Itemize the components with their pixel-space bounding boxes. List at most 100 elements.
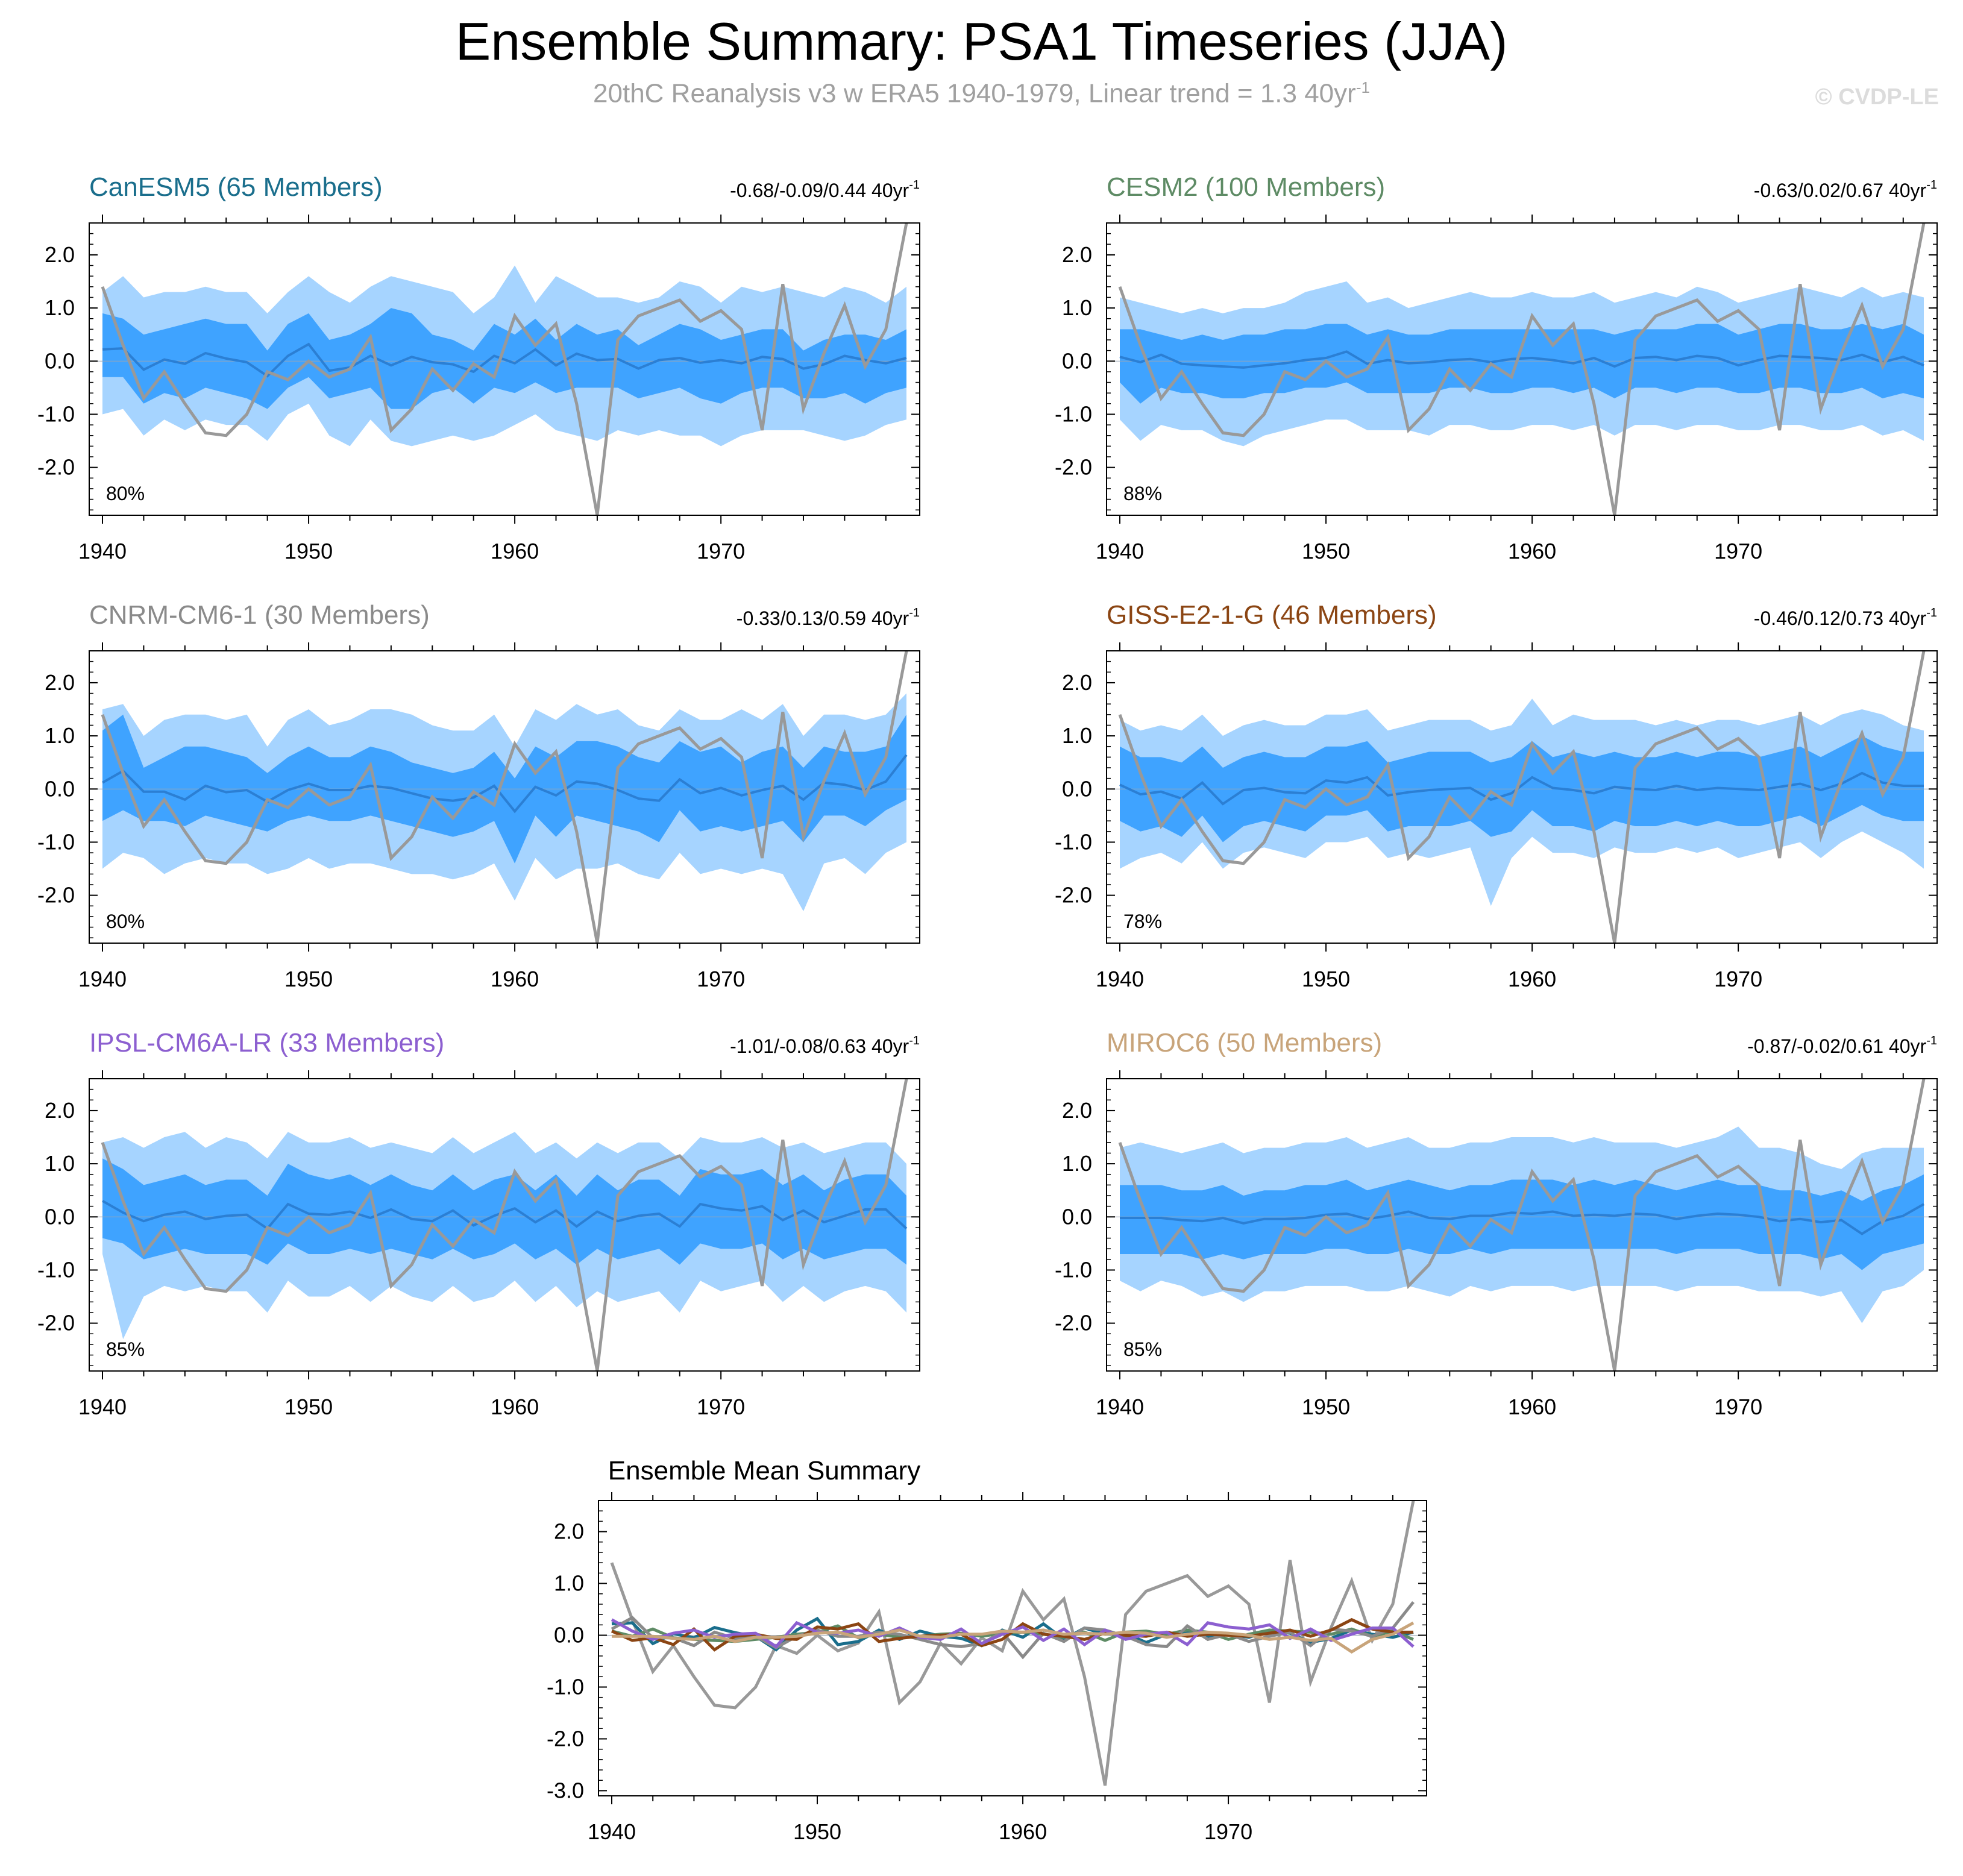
y-tick-label-5-1: -1.0 bbox=[1055, 1257, 1092, 1282]
trend-sup-2: -1 bbox=[909, 606, 920, 620]
x-tick-label-0-3: 1970 bbox=[697, 539, 745, 563]
subtitle-sup: -1 bbox=[1355, 78, 1370, 96]
x-tick-label-0-0: 1940 bbox=[78, 539, 127, 563]
percent-label-5: 85% bbox=[1123, 1338, 1162, 1360]
x-tick-label-5-2: 1960 bbox=[1508, 1394, 1556, 1419]
plot-frame-0 bbox=[89, 222, 920, 516]
x-tick-label-0-1: 1950 bbox=[284, 539, 333, 563]
trend-sup-4: -1 bbox=[909, 1034, 920, 1047]
obs-line-5 bbox=[1118, 1079, 1926, 1371]
y-tick-label-4-3: 1.0 bbox=[45, 1151, 75, 1176]
y-tick-label-2-1: -1.0 bbox=[37, 829, 75, 854]
y-tick-label-5-3: 1.0 bbox=[1062, 1151, 1092, 1176]
trend-label-3: -0.46/0.12/0.73 40yr-1 bbox=[1754, 606, 1937, 629]
y-tick-label-4-2: 0.0 bbox=[45, 1204, 75, 1229]
x-tick-label-5-0: 1940 bbox=[1096, 1394, 1144, 1419]
inner-band-5 bbox=[1120, 1174, 1924, 1270]
y-tick-label-3-3: 1.0 bbox=[1062, 723, 1092, 748]
x-tick-label-1-1: 1950 bbox=[1302, 539, 1350, 563]
y-tick-label-0-4: 2.0 bbox=[45, 242, 75, 267]
trend-value-1: -0.63/0.02/0.67 40yr bbox=[1754, 180, 1927, 201]
panel-title-3: GISS-E2-1-G (46 Members) bbox=[1107, 600, 1437, 630]
x-tick-label-4-3: 1970 bbox=[697, 1394, 745, 1419]
summary-series-line-5 bbox=[612, 1621, 1415, 1654]
plot-frame-2 bbox=[89, 650, 920, 944]
y-tick-label-1-4: 2.0 bbox=[1062, 242, 1092, 267]
y-tick-label-3-0: -2.0 bbox=[1055, 883, 1092, 908]
y-tick-label-1-0: -2.0 bbox=[1055, 455, 1092, 480]
x-tick-label-s-3: 1970 bbox=[1204, 1819, 1252, 1844]
y-tick-label-2-2: 0.0 bbox=[45, 776, 75, 801]
subtitle-text: 20thC Reanalysis v3 w ERA5 1940-1979, Li… bbox=[593, 78, 1356, 108]
obs-line-1 bbox=[1118, 223, 1926, 515]
x-tick-label-5-1: 1950 bbox=[1302, 1394, 1350, 1419]
model-panel-3: -2.0 -1.0 0.0 1.0 2.0 1940 1950 1960 1970 GISS-E2… bbox=[1055, 600, 1938, 991]
y-tick-label-4-1: -1.0 bbox=[37, 1257, 75, 1282]
trend-sup-3: -1 bbox=[1926, 606, 1937, 620]
y-tick-label-0-1: -1.0 bbox=[37, 401, 75, 426]
y-tick-label-3-1: -1.0 bbox=[1055, 829, 1092, 854]
x-tick-label-s-2: 1960 bbox=[999, 1819, 1047, 1844]
trend-sup-0: -1 bbox=[909, 178, 920, 192]
obs-line-0 bbox=[101, 223, 908, 515]
x-tick-label-s-1: 1950 bbox=[793, 1819, 841, 1844]
model-panel-4: -2.0 -1.0 0.0 1.0 2.0 1940 1950 1960 1970 IPSL-CM… bbox=[37, 1028, 920, 1419]
panel-title-2: CNRM-CM6-1 (30 Members) bbox=[89, 600, 430, 630]
trend-value-4: -1.01/-0.08/0.63 40yr bbox=[730, 1035, 909, 1057]
panel-title-5: MIROC6 (50 Members) bbox=[1107, 1028, 1382, 1058]
percent-label-0: 80% bbox=[106, 483, 145, 504]
panel-plot-area-3 bbox=[1107, 651, 1937, 943]
trend-label-4: -1.01/-0.08/0.63 40yr-1 bbox=[730, 1034, 920, 1057]
page-subtitle: 20thC Reanalysis v3 w ERA5 1940-1979, Li… bbox=[0, 78, 1963, 109]
y-tick-label-s-2: -1.0 bbox=[547, 1674, 584, 1699]
y-tick-label-s-4: 1.0 bbox=[554, 1571, 584, 1596]
y-tick-label-0-3: 1.0 bbox=[45, 295, 75, 320]
y-tick-label-5-2: 0.0 bbox=[1062, 1204, 1092, 1229]
trend-label-5: -0.87/-0.02/0.61 40yr-1 bbox=[1747, 1034, 1937, 1057]
y-tick-label-2-4: 2.0 bbox=[45, 670, 75, 695]
x-tick-label-4-1: 1950 bbox=[284, 1394, 333, 1419]
percent-label-2: 80% bbox=[106, 911, 145, 932]
model-panel-0: -2.0 -1.0 0.0 1.0 2.0 1940 1950 1960 1970 CanESM5… bbox=[37, 172, 920, 563]
page-title: Ensemble Summary: PSA1 Timeseries (JJA) bbox=[455, 11, 1508, 71]
y-tick-label-s-0: -3.0 bbox=[547, 1778, 584, 1802]
panel-plot-area-4 bbox=[89, 1079, 920, 1371]
panel-plot-area-2 bbox=[89, 651, 920, 943]
y-tick-label-2-3: 1.0 bbox=[45, 723, 75, 748]
summary-plot-area bbox=[598, 1501, 1427, 1786]
x-tick-label-s-0: 1940 bbox=[588, 1819, 636, 1844]
x-tick-label-2-1: 1950 bbox=[284, 967, 333, 991]
plot-frame-5 bbox=[1106, 1078, 1938, 1372]
x-tick-label-1-2: 1960 bbox=[1508, 539, 1556, 563]
y-tick-label-s-1: -2.0 bbox=[547, 1726, 584, 1751]
percent-label-1: 88% bbox=[1123, 483, 1162, 504]
x-tick-label-2-2: 1960 bbox=[491, 967, 539, 991]
summary-panel: -3.0 -2.0 -1.0 0.0 1.0 2.0 1940 1950 1960 1970 Ens… bbox=[547, 1456, 1427, 1844]
trend-sup-5: -1 bbox=[1926, 1034, 1937, 1047]
y-tick-label-4-0: -2.0 bbox=[37, 1311, 75, 1335]
x-tick-label-1-0: 1940 bbox=[1096, 539, 1144, 563]
trend-value-2: -0.33/0.13/0.59 40yr bbox=[737, 607, 909, 629]
x-tick-label-5-3: 1970 bbox=[1714, 1394, 1762, 1419]
obs-line-3 bbox=[1118, 651, 1926, 943]
summary-title: Ensemble Mean Summary bbox=[608, 1456, 920, 1485]
x-tick-label-3-3: 1970 bbox=[1714, 967, 1762, 991]
x-tick-label-0-2: 1960 bbox=[491, 539, 539, 563]
y-tick-label-0-2: 0.0 bbox=[45, 348, 75, 373]
x-tick-label-3-0: 1940 bbox=[1096, 967, 1144, 991]
y-tick-label-4-4: 2.0 bbox=[45, 1098, 75, 1123]
plot-frame-3 bbox=[1106, 650, 1938, 944]
plot-frame-s bbox=[598, 1500, 1427, 1796]
model-panel-1: -2.0 -1.0 0.0 1.0 2.0 1940 1950 1960 1970 CESM2 (… bbox=[1055, 172, 1938, 563]
trend-label-0: -0.68/-0.09/0.44 40yr-1 bbox=[730, 178, 920, 201]
x-tick-label-2-3: 1970 bbox=[697, 967, 745, 991]
y-tick-label-0-0: -2.0 bbox=[37, 455, 75, 480]
percent-label-4: 85% bbox=[106, 1338, 145, 1360]
y-tick-label-1-1: -1.0 bbox=[1055, 401, 1092, 426]
inner-band-1 bbox=[1120, 324, 1924, 404]
obs-line-2 bbox=[101, 651, 908, 943]
credit-watermark: © CVDP-LE bbox=[1815, 84, 1939, 110]
panel-plot-area-5 bbox=[1107, 1079, 1937, 1371]
y-tick-label-3-2: 0.0 bbox=[1062, 776, 1092, 801]
model-panel-5: -2.0 -1.0 0.0 1.0 2.0 1940 1950 1960 1970 MIROC6 … bbox=[1055, 1028, 1938, 1419]
